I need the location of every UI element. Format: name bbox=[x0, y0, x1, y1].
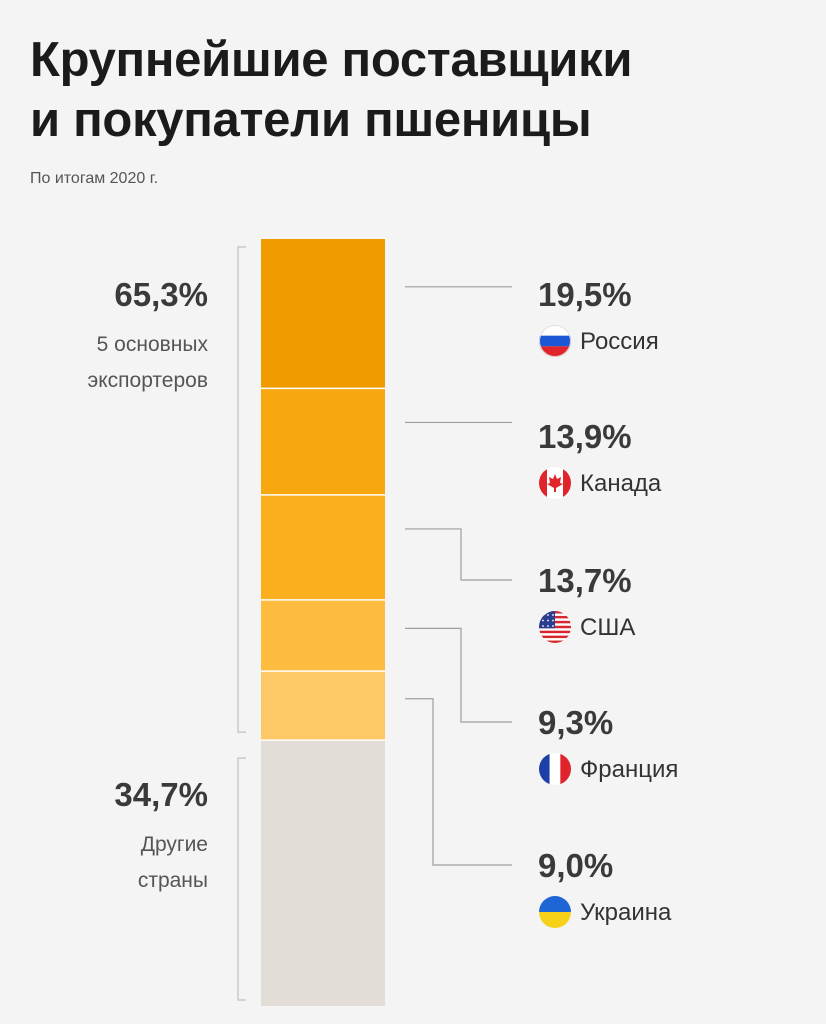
segment-value-label: 13,9% bbox=[538, 418, 632, 455]
ukraine-flag-icon bbox=[539, 896, 571, 928]
bar-segment-США bbox=[261, 494, 385, 600]
country-label: Канада bbox=[580, 470, 662, 497]
segment-value-label: 9,3% bbox=[538, 704, 613, 741]
group-caption: 5 основных bbox=[97, 333, 209, 356]
usa-flag-icon bbox=[539, 611, 571, 643]
bar-segment-Украина bbox=[261, 671, 385, 741]
group-caption: Другие bbox=[141, 833, 208, 856]
group-value-label: 34,7% bbox=[114, 776, 208, 813]
bar-segment-Франция bbox=[261, 599, 385, 672]
bar-segment-Россия bbox=[261, 239, 385, 389]
segment-value-label: 9,0% bbox=[538, 847, 613, 884]
segment-value-label: 13,7% bbox=[538, 562, 632, 599]
title-line-2: и покупатели пшеницы bbox=[30, 93, 592, 147]
chart-title: Крупнейшие поставщики и покупатели пшени… bbox=[30, 30, 810, 150]
bracket-others bbox=[237, 757, 246, 1001]
country-label: США bbox=[580, 614, 635, 641]
chart-subtitle: По итогам 2020 г. bbox=[30, 170, 159, 187]
canada-flag-icon bbox=[539, 467, 571, 499]
connector-line bbox=[405, 528, 512, 581]
country-label: Франция bbox=[580, 756, 678, 783]
segment-value-label: 19,5% bbox=[538, 276, 632, 313]
bar-segment-Канада bbox=[261, 388, 385, 495]
france-flag-icon bbox=[539, 753, 571, 785]
group-caption: экспортеров bbox=[88, 369, 208, 392]
russia-flag-icon bbox=[539, 325, 571, 357]
connector-line bbox=[405, 698, 512, 866]
group-caption: страны bbox=[138, 869, 208, 892]
country-label: Россия bbox=[580, 328, 659, 355]
country-label: Украина bbox=[580, 899, 672, 926]
bar-segment-other bbox=[261, 740, 385, 1006]
title-line-1: Крупнейшие поставщики bbox=[30, 33, 633, 87]
group-value-label: 65,3% bbox=[114, 276, 208, 313]
connector-line bbox=[405, 627, 512, 723]
bracket-exporters bbox=[237, 246, 246, 733]
